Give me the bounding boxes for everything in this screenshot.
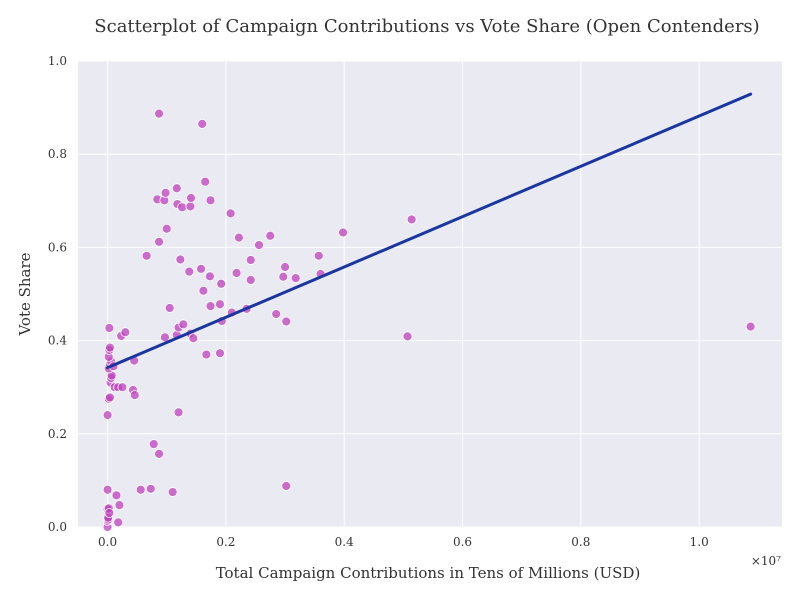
data-point [171,183,182,194]
data-point [201,349,212,360]
data-point [265,230,276,241]
data-point [188,333,199,344]
data-point [245,255,256,265]
data-point [173,407,184,418]
data-point [338,227,348,238]
data-point [231,268,242,278]
data-point [117,382,128,393]
data-point [148,439,159,449]
data-point [205,271,215,282]
data-point [205,301,216,312]
data-point [186,193,196,203]
data-point [198,285,209,296]
chart-title: Scatterplot of Campaign Contributions vs… [94,16,759,37]
data-point [215,348,225,359]
data-point [178,319,189,330]
data-point [271,309,282,319]
x-axis-label: Total Campaign Contributions in Tens of … [216,564,641,582]
data-point [160,187,171,198]
x-offset-label: ×10⁷ [751,554,781,568]
data-point [406,214,417,225]
data-point [280,262,290,272]
data-point [105,342,115,353]
y-tick-label: 1.0 [48,54,67,68]
y-tick-label: 0.0 [48,520,67,534]
x-tick-label: 0.2 [216,535,235,549]
data-point [196,263,206,274]
x-tick-label: 0.0 [98,535,117,549]
data-point [234,232,244,243]
data-point [105,392,115,403]
x-tick-label: 0.8 [571,535,590,549]
data-point [102,410,113,421]
y-tick-label: 0.8 [48,147,67,161]
data-point [290,273,301,284]
data-point [167,487,178,497]
y-tick-label: 0.2 [48,427,67,441]
data-point [120,327,131,338]
data-point [145,483,156,494]
data-point [225,208,236,219]
data-point [402,331,413,342]
y-tick-label: 0.6 [48,240,67,254]
data-point [205,195,216,206]
data-point [154,236,164,247]
data-point [245,275,256,285]
data-point [114,500,125,510]
data-point [111,490,122,501]
data-point [216,278,227,289]
x-tick-label: 0.4 [335,535,354,549]
x-tick-label: 0.6 [453,535,472,549]
x-tick-labels: 0.0 0.2 0.4 0.6 0.8 1.0 [98,535,709,549]
y-tick-label: 0.4 [48,334,67,348]
x-tick-label: 1.0 [690,535,709,549]
data-point [200,176,211,187]
data-point [177,202,188,213]
data-point [154,448,164,459]
trend-line [106,92,753,370]
data-point [745,321,756,332]
plot-area [78,61,782,527]
grid-lines [78,60,782,528]
data-point [281,481,292,491]
data-point [281,316,292,327]
data-point [154,108,164,119]
data-point [141,250,152,261]
data-point [184,266,195,277]
data-point [313,250,324,261]
data-point [161,223,172,234]
data-points [102,108,756,532]
data-point [215,299,225,310]
y-tick-labels: 0.0 0.2 0.4 0.6 0.8 1.0 [48,54,67,534]
data-point [113,517,124,528]
data-point [254,240,264,250]
data-point [175,254,186,265]
data-point [278,271,289,282]
data-point [129,390,140,401]
data-point [185,201,196,212]
data-point [135,484,146,495]
data-point [197,119,208,129]
data-point [102,484,113,495]
data-point [104,508,115,518]
data-point [104,323,115,333]
y-axis-label: Vote Share [16,252,34,336]
data-point [164,303,175,313]
